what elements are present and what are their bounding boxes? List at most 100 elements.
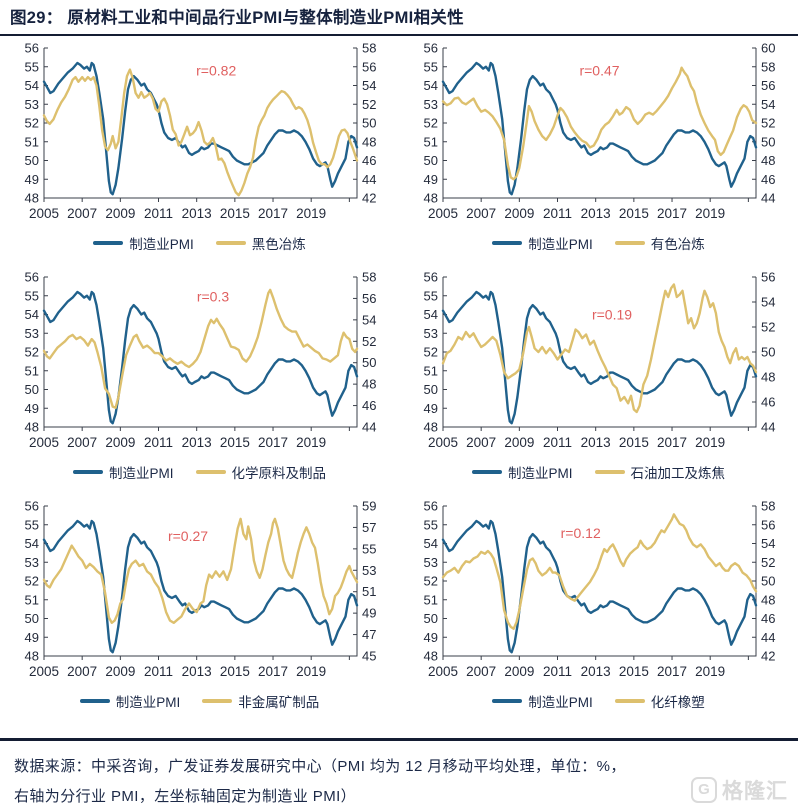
left-axis-tick-label: 50 [423,382,437,397]
left-axis-tick-label: 50 [24,382,38,397]
left-axis-tick-label: 53 [24,326,38,341]
left-axis-tick-label: 55 [423,59,437,74]
left-axis-tick-label: 48 [423,420,437,435]
right-axis-tick-label: 56 [362,59,376,74]
x-axis-tick-label: 2017 [258,664,288,679]
chart-legend-2: 制造业PMI 有色冶炼 [492,233,705,253]
right-axis-tick-label: 54 [362,78,376,93]
x-axis-tick-label: 2015 [618,664,648,679]
chart-cell-2: 48 49 50 51 52 53 54 55 56 44 46 48 50 52 54 56 58 60 2005… [399,40,798,269]
x-axis-tick-label: 2007 [466,206,496,221]
x-axis-tick-label: 2019 [695,435,725,450]
right-axis-tick-label: 42 [362,191,376,206]
right-axis-tick-label: 49 [362,606,376,621]
correlation-label: r=0.47 [579,63,619,79]
right-axis-tick-label: 46 [761,611,775,626]
legend-label: 化纤橡塑 [650,695,705,710]
x-axis-tick-label: 2011 [143,435,172,450]
legend-item-industry: 化学原料及制品 [195,462,327,482]
correlation-label: r=0.3 [196,289,229,305]
left-axis-tick-label: 52 [24,345,38,360]
right-axis-tick-label: 58 [362,41,376,56]
chart-canvas-1: 48 49 50 51 52 53 54 55 56 42 44 46 48 50 52 54 56 58 2005… [24,41,376,222]
right-axis-tick-label: 47 [362,627,376,642]
legend-item-industry: 有色冶炼 [614,233,705,253]
right-axis-tick-label: 48 [362,377,376,392]
left-axis-tick-label: 48 [423,649,437,664]
right-axis-tick-label: 52 [761,320,775,335]
legend-label: 石油加工及炼焦 [630,466,726,481]
footnote-line-1: 数据来源：中采咨询，广发证券发展研究中心（PMI 均为 12 月移动平均处理，单… [14,757,626,775]
right-axis-tick-label: 46 [761,172,775,187]
right-axis-tick-label: 52 [362,97,376,112]
left-axis-tick-label: 48 [423,191,437,206]
left-axis-tick-label: 52 [423,116,437,131]
chart-legend-6: 制造业PMI 化纤橡塑 [492,691,705,711]
left-axis-tick-label: 49 [24,401,38,416]
figure-footnote: 数据来源：中采咨询，广发证券发展研究中心（PMI 均为 12 月移动平均处理，单… [0,741,798,809]
right-axis-tick-label: 50 [761,345,775,360]
legend-label: 制造业PMI [528,695,593,710]
left-axis-tick-label: 56 [24,41,38,56]
chart-canvas-2: 48 49 50 51 52 53 54 55 56 44 46 48 50 52 54 56 58 60 2005… [423,41,775,222]
legend-item-industry: 石油加工及炼焦 [594,462,726,482]
x-axis-tick-label: 2007 [67,435,97,450]
right-axis-tick-label: 48 [761,370,775,385]
legend-item-industry: 化纤橡塑 [614,691,705,711]
left-axis-tick-label: 55 [423,288,437,303]
left-axis-tick-label: 53 [423,555,437,570]
series-line-manufacturing-pmi [42,61,358,196]
x-axis-tick-label: 2005 [427,664,457,679]
x-axis-tick-label: 2015 [219,664,249,679]
left-axis-tick-label: 51 [24,592,38,607]
x-axis-tick-label: 2017 [657,435,687,450]
right-axis-tick-label: 50 [362,355,376,370]
legend-label: 制造业PMI [129,237,194,252]
correlation-label: r=0.27 [167,528,207,544]
chart-cell-5: 48 49 50 51 52 53 54 55 56 45 47 49 51 53 55 57 59 2005 20… [0,498,399,727]
x-axis-tick-label: 2017 [657,664,687,679]
x-axis-tick-label: 2019 [695,206,725,221]
legend-label: 化学原料及制品 [231,466,327,481]
legend-swatch [215,240,246,246]
legend-item-manufacturing: 制造业PMI [72,462,174,482]
chart-legend-5: 制造业PMI 非金属矿制品 [79,691,319,711]
legend-item-manufacturing: 制造业PMI [492,233,593,253]
left-axis-tick-label: 54 [24,536,38,551]
x-axis-tick-label: 2015 [219,435,249,450]
gelonghui-watermark: G 格隆汇 [691,775,788,805]
chart-canvas-4: 48 49 50 51 52 53 54 55 56 44 46 48 50 52 54 56 2005 2007… [423,270,775,451]
chart-canvas-3: 48 49 50 51 52 53 54 55 56 44 46 48 50 52 54 56 58 2005 20… [24,270,376,451]
right-axis-tick-label: 44 [362,172,376,187]
left-axis-tick-label: 52 [24,116,38,131]
x-axis-tick-label: 2015 [618,206,648,221]
left-axis-tick-label: 50 [24,153,38,168]
right-axis-tick-label: 55 [362,541,376,556]
chart-cell-6: 48 49 50 51 52 53 54 55 56 42 44 46 48 50 52 54 56 58 2005… [399,498,798,727]
left-axis-tick-label: 56 [423,270,437,285]
x-axis-tick-label: 2013 [580,206,610,221]
series-line-industry [42,68,358,197]
left-axis-tick-label: 54 [423,78,437,93]
left-axis-tick-label: 51 [24,134,38,149]
right-axis-tick-label: 44 [761,630,775,645]
left-axis-tick-label: 56 [423,41,437,56]
legend-item-manufacturing: 制造业PMI [471,462,573,482]
x-axis-tick-label: 2007 [466,435,496,450]
chart-canvas-5: 48 49 50 51 52 53 54 55 56 45 47 49 51 53 55 57 59 2005 20… [24,499,376,680]
series-line-industry [441,283,757,414]
left-axis-tick-label: 56 [24,499,38,514]
left-axis-tick-label: 49 [423,172,437,187]
left-axis-tick-label: 51 [423,363,437,378]
legend-swatch [492,240,523,246]
legend-swatch [614,240,645,246]
left-axis-tick-label: 56 [423,499,437,514]
right-axis-tick-label: 52 [761,116,775,131]
right-axis-tick-label: 60 [761,41,775,56]
right-axis-tick-label: 56 [761,78,775,93]
left-axis-tick-label: 55 [24,288,38,303]
chart-canvas-6: 48 49 50 51 52 53 54 55 56 42 44 46 48 50 52 54 56 58 2005… [423,499,775,680]
x-axis-tick-label: 2009 [504,206,534,221]
right-axis-tick-label: 46 [362,398,376,413]
series-line-manufacturing-pmi [441,61,757,196]
